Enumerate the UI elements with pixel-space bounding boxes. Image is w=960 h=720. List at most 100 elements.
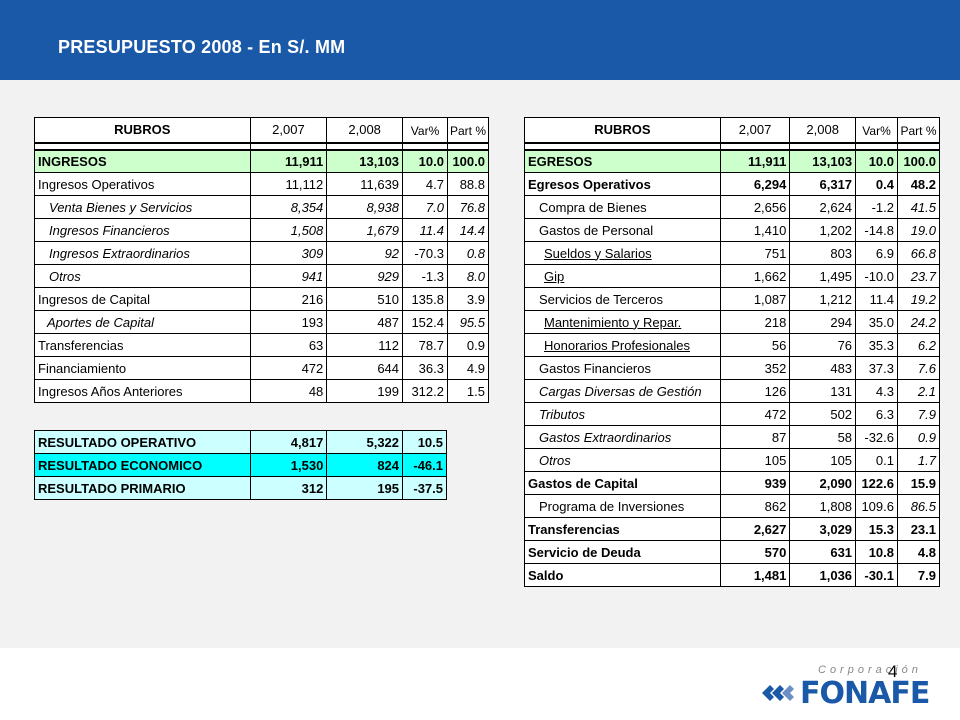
row-label: RESULTADO PRIMARIO [34,476,251,500]
cell-2008: 929 [326,264,404,288]
row-label: Tributos [524,402,721,426]
cell-2008: 105 [789,448,857,472]
cell-2008: 483 [789,356,857,380]
row-label: INGRESOS [34,149,251,173]
cell-part: 3.9 [446,287,490,311]
cell-var: -1.2 [855,195,898,219]
cell-part: 88.8 [446,172,490,196]
table-row: Saldo 1,481 1,036 -30.1 7.9 [524,563,940,587]
cell-var: 0.4 [855,172,898,196]
cell-2007: 105 [719,448,791,472]
cell-2008: 1,036 [789,563,857,587]
table-row: RESULTADO PRIMARIO 312 195 -37.5 [34,476,447,500]
table-row: Gastos Extraordinarios 87 58 -32.6 0.9 [524,425,940,449]
row-label: Venta Bienes y Servicios [34,195,251,219]
cell-var: -70.3 [402,241,448,265]
cell-2007: 1,530 [249,453,328,477]
table-row: INGRESOS 11,911 13,103 10.0 100.0 [34,149,490,173]
cell-2008: 13,103 [789,149,857,173]
row-label: RESULTADO ECONOMICO [34,453,251,477]
row-label: Gip [524,264,721,288]
table-row: Otros 105 105 0.1 1.7 [524,448,940,472]
cell-2008: 92 [326,241,404,265]
ingresos-table: RUBROS 2,007 2,008 Var% Part % INGRESOS … [34,117,490,403]
cell-part: 7.9 [897,402,940,426]
cell-2008: 199 [326,379,404,403]
cell-part: 14.4 [446,218,490,242]
cell-2008: 11,639 [326,172,404,196]
cell-var: 35.3 [855,333,898,357]
table-row: Gastos Financieros 352 483 37.3 7.6 [524,356,940,380]
cell-2008: 3,029 [789,517,857,541]
fonafe-logo: Corporación FONAFE [760,662,940,712]
col-header-2008: 2,008 [326,117,404,143]
cell-2008: 631 [789,540,857,564]
cell-2007: 87 [719,425,791,449]
cell-var: 37.3 [855,356,898,380]
cell-2008: 2,624 [789,195,857,219]
table-row: Tributos 472 502 6.3 7.9 [524,402,940,426]
cell-part: 95.5 [446,310,490,334]
cell-var: -46.1 [402,453,447,477]
cell-2007: 193 [249,310,328,334]
cell-var: 10.8 [855,540,898,564]
row-label: RESULTADO OPERATIVO [34,430,251,454]
cell-var: 15.3 [855,517,898,541]
cell-part: 15.9 [897,471,940,495]
table-row: Ingresos Operativos 11,112 11,639 4.7 88… [34,172,490,196]
cell-2007: 2,656 [719,195,791,219]
cell-2008: 1,212 [789,287,857,311]
row-label: Otros [524,448,721,472]
cell-2007: 126 [719,379,791,403]
cell-2007: 309 [249,241,328,265]
cell-2007: 56 [719,333,791,357]
cell-2007: 472 [249,356,328,380]
col-header-var: Var% [855,117,898,143]
table-row: Transferencias 2,627 3,029 15.3 23.1 [524,517,940,541]
row-label: Ingresos Años Anteriores [34,379,251,403]
cell-2008: 112 [326,333,404,357]
cell-2007: 1,481 [719,563,791,587]
cell-2007: 472 [719,402,791,426]
cell-part: 0.9 [446,333,490,357]
resultados-table: RESULTADO OPERATIVO 4,817 5,322 10.5 RES… [34,430,447,500]
cell-part: 7.9 [897,563,940,587]
cell-part: 4.8 [897,540,940,564]
cell-part: 23.7 [897,264,940,288]
row-label: Gastos Extraordinarios [524,425,721,449]
table-header-row: RUBROS 2,007 2,008 Var% Part % [34,117,490,143]
table-row: EGRESOS 11,911 13,103 10.0 100.0 [524,149,940,173]
table-row: Otros 941 929 -1.3 8.0 [34,264,490,288]
cell-2008: 1,202 [789,218,857,242]
cell-2007: 4,817 [249,430,328,454]
cell-2008: 76 [789,333,857,357]
cell-part: 66.8 [897,241,940,265]
row-label: Sueldos y Salarios [524,241,721,265]
cell-part: 76.8 [446,195,490,219]
cell-var: 152.4 [402,310,448,334]
cell-var: -1.3 [402,264,448,288]
cell-part: 19.0 [897,218,940,242]
cell-2007: 11,911 [719,149,791,173]
cell-var: 7.0 [402,195,448,219]
cell-part: 8.0 [446,264,490,288]
table-row: Servicios de Terceros 1,087 1,212 11.4 1… [524,287,940,311]
logo-chevrons-icon [762,685,794,701]
cell-2007: 941 [249,264,328,288]
row-label: Servicio de Deuda [524,540,721,564]
cell-var: 312.2 [402,379,448,403]
cell-2008: 6,317 [789,172,857,196]
table-row: Gip 1,662 1,495 -10.0 23.7 [524,264,940,288]
row-label: Ingresos Financieros [34,218,251,242]
cell-2007: 8,354 [249,195,328,219]
col-header-part: Part % [897,117,940,143]
cell-2008: 502 [789,402,857,426]
row-label: Saldo [524,563,721,587]
cell-part: 1.7 [897,448,940,472]
cell-2007: 48 [249,379,328,403]
cell-2008: 5,322 [326,430,404,454]
table-row: Cargas Diversas de Gestión 126 131 4.3 2… [524,379,940,403]
col-header-part: Part % [446,117,490,143]
cell-2008: 510 [326,287,404,311]
cell-var: 135.8 [402,287,448,311]
